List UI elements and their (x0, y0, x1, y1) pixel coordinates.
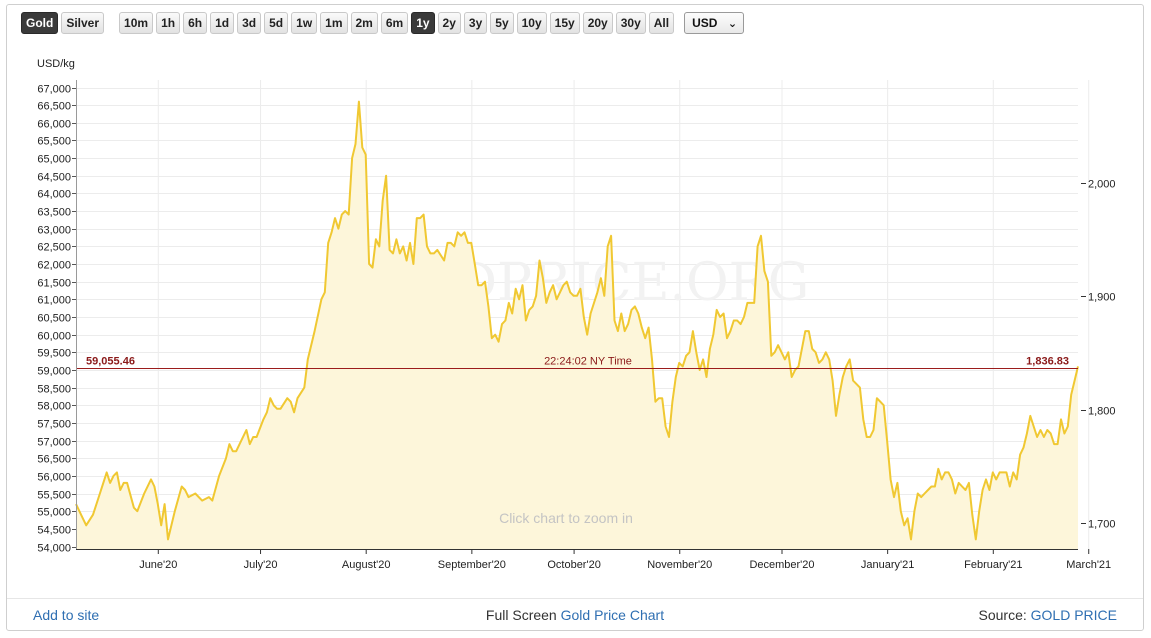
series-line (75, 100, 1079, 541)
x-tick-label: March'21 (1066, 559, 1111, 571)
range-button-5d[interactable]: 5d (264, 12, 289, 34)
series-area (76, 101, 1078, 549)
y-tick-label: 63,000 (37, 225, 71, 237)
y-tick-label: 56,000 (37, 472, 71, 484)
zoom-hint: Click chart to zoom in (499, 510, 633, 526)
y-tick-label: 58,500 (37, 384, 71, 396)
y2-tick-label: 1,800 (1088, 406, 1116, 418)
full-screen-link[interactable]: Gold Price Chart (560, 607, 665, 623)
currency-select[interactable]: USD ⌄ (684, 12, 745, 34)
y-tick-label: 63,500 (37, 207, 71, 219)
current-price-right-label: 1,836.83 (1026, 356, 1069, 368)
y-tick-label: 61,000 (37, 295, 71, 307)
y-tick-label: 60,000 (37, 331, 71, 343)
x-tick-label: October'20 (547, 559, 600, 571)
y-tick-label: 62,000 (37, 260, 71, 272)
range-button-10y[interactable]: 10y (516, 12, 547, 34)
range-button-6h[interactable]: 6h (183, 12, 208, 34)
full-screen-text: Full Screen Gold Price Chart (7, 607, 1143, 623)
y-tick-label: 65,500 (37, 136, 71, 148)
metal-button-gold[interactable]: Gold (21, 12, 59, 34)
y-tick-label: 58,000 (37, 401, 71, 413)
range-button-20y[interactable]: 20y (582, 12, 613, 34)
range-button-1m[interactable]: 1m (320, 12, 348, 34)
range-selector: 10m 1h 6h 1d 3d 5d 1w 1m 2m 6m 1y 2y 3y 5y 10y 15y 20y 30… (119, 12, 677, 34)
range-button-10m[interactable]: 10m (119, 12, 154, 34)
range-button-all[interactable]: All (648, 12, 675, 34)
x-tick-label: August'20 (342, 559, 391, 571)
current-time-label: 22:24:02 NY Time (544, 356, 632, 368)
range-button-15y[interactable]: 15y (549, 12, 580, 34)
range-button-1y[interactable]: 1y (411, 12, 435, 34)
y2-tick-label: 1,900 (1088, 292, 1116, 304)
toolbar: Gold Silver 10m 1h 6h 1d 3d 5d 1w 1m 2m 6m 1y 2y 3y 5y… (21, 8, 745, 38)
range-button-2y[interactable]: 2y (437, 12, 461, 34)
y2-tick-label: 1,700 (1088, 519, 1116, 531)
x-tick-label: January'21 (861, 559, 914, 571)
range-button-1w[interactable]: 1w (291, 12, 318, 34)
range-button-1h[interactable]: 1h (156, 12, 181, 34)
x-tick-label: September'20 (438, 559, 506, 571)
y-tick-label: 59,000 (37, 366, 71, 378)
y-tick-label: 54,500 (37, 525, 71, 537)
full-screen-prefix: Full Screen (485, 607, 557, 623)
range-button-3d[interactable]: 3d (237, 12, 262, 34)
range-button-30y[interactable]: 30y (615, 12, 646, 34)
chevron-down-icon: ⌄ (727, 17, 738, 30)
y-tick-label: 66,500 (37, 101, 71, 113)
metal-selector: Gold Silver (21, 12, 107, 34)
x-tick-label: July'20 (244, 559, 278, 571)
y-tick-label: 64,000 (37, 189, 71, 201)
source-text: Source: GOLD PRICE (979, 607, 1118, 623)
x-tick-label: December'20 (749, 559, 814, 571)
y-tick-label: 57,000 (37, 437, 71, 449)
y2-tick-label: 2,000 (1088, 179, 1116, 191)
y-tick-label: 62,500 (37, 242, 71, 254)
y-tick-label: 60,500 (37, 313, 71, 325)
y-tick-label: 54,000 (37, 543, 71, 555)
source-prefix: Source: (978, 607, 1027, 623)
range-button-5y[interactable]: 5y (490, 12, 514, 34)
current-price-left-label: 59,055.46 (86, 356, 135, 368)
x-tick-label: November'20 (647, 559, 712, 571)
x-tick-label: June'20 (139, 559, 177, 571)
y-tick-label: 56,500 (37, 454, 71, 466)
y-tick-label: 55,000 (37, 507, 71, 519)
y-tick-label: 61,500 (37, 278, 71, 290)
y-tick-label: 66,000 (37, 119, 71, 131)
chart-footer: Add to site Full Screen Gold Price Chart… (7, 598, 1143, 631)
y-tick-label: 59,500 (37, 348, 71, 360)
range-button-1d[interactable]: 1d (210, 12, 235, 34)
source-link[interactable]: GOLD PRICE (1030, 607, 1117, 623)
metal-button-silver[interactable]: Silver (61, 12, 105, 34)
range-button-2m[interactable]: 2m (350, 12, 378, 34)
range-button-6m[interactable]: 6m (380, 12, 409, 34)
range-button-3y[interactable]: 3y (463, 12, 488, 34)
x-tick-label: February'21 (964, 559, 1022, 571)
y-tick-label: 55,500 (37, 490, 71, 502)
y-tick-label: 64,500 (37, 172, 71, 184)
y-axis-title: USD/kg (37, 58, 75, 70)
add-to-site-link[interactable]: Add to site (33, 607, 100, 623)
currency-value: USD (692, 16, 718, 30)
y-tick-label: 67,000 (37, 84, 71, 96)
y-tick-label: 65,000 (37, 154, 71, 166)
y-tick-label: 57,500 (37, 419, 71, 431)
